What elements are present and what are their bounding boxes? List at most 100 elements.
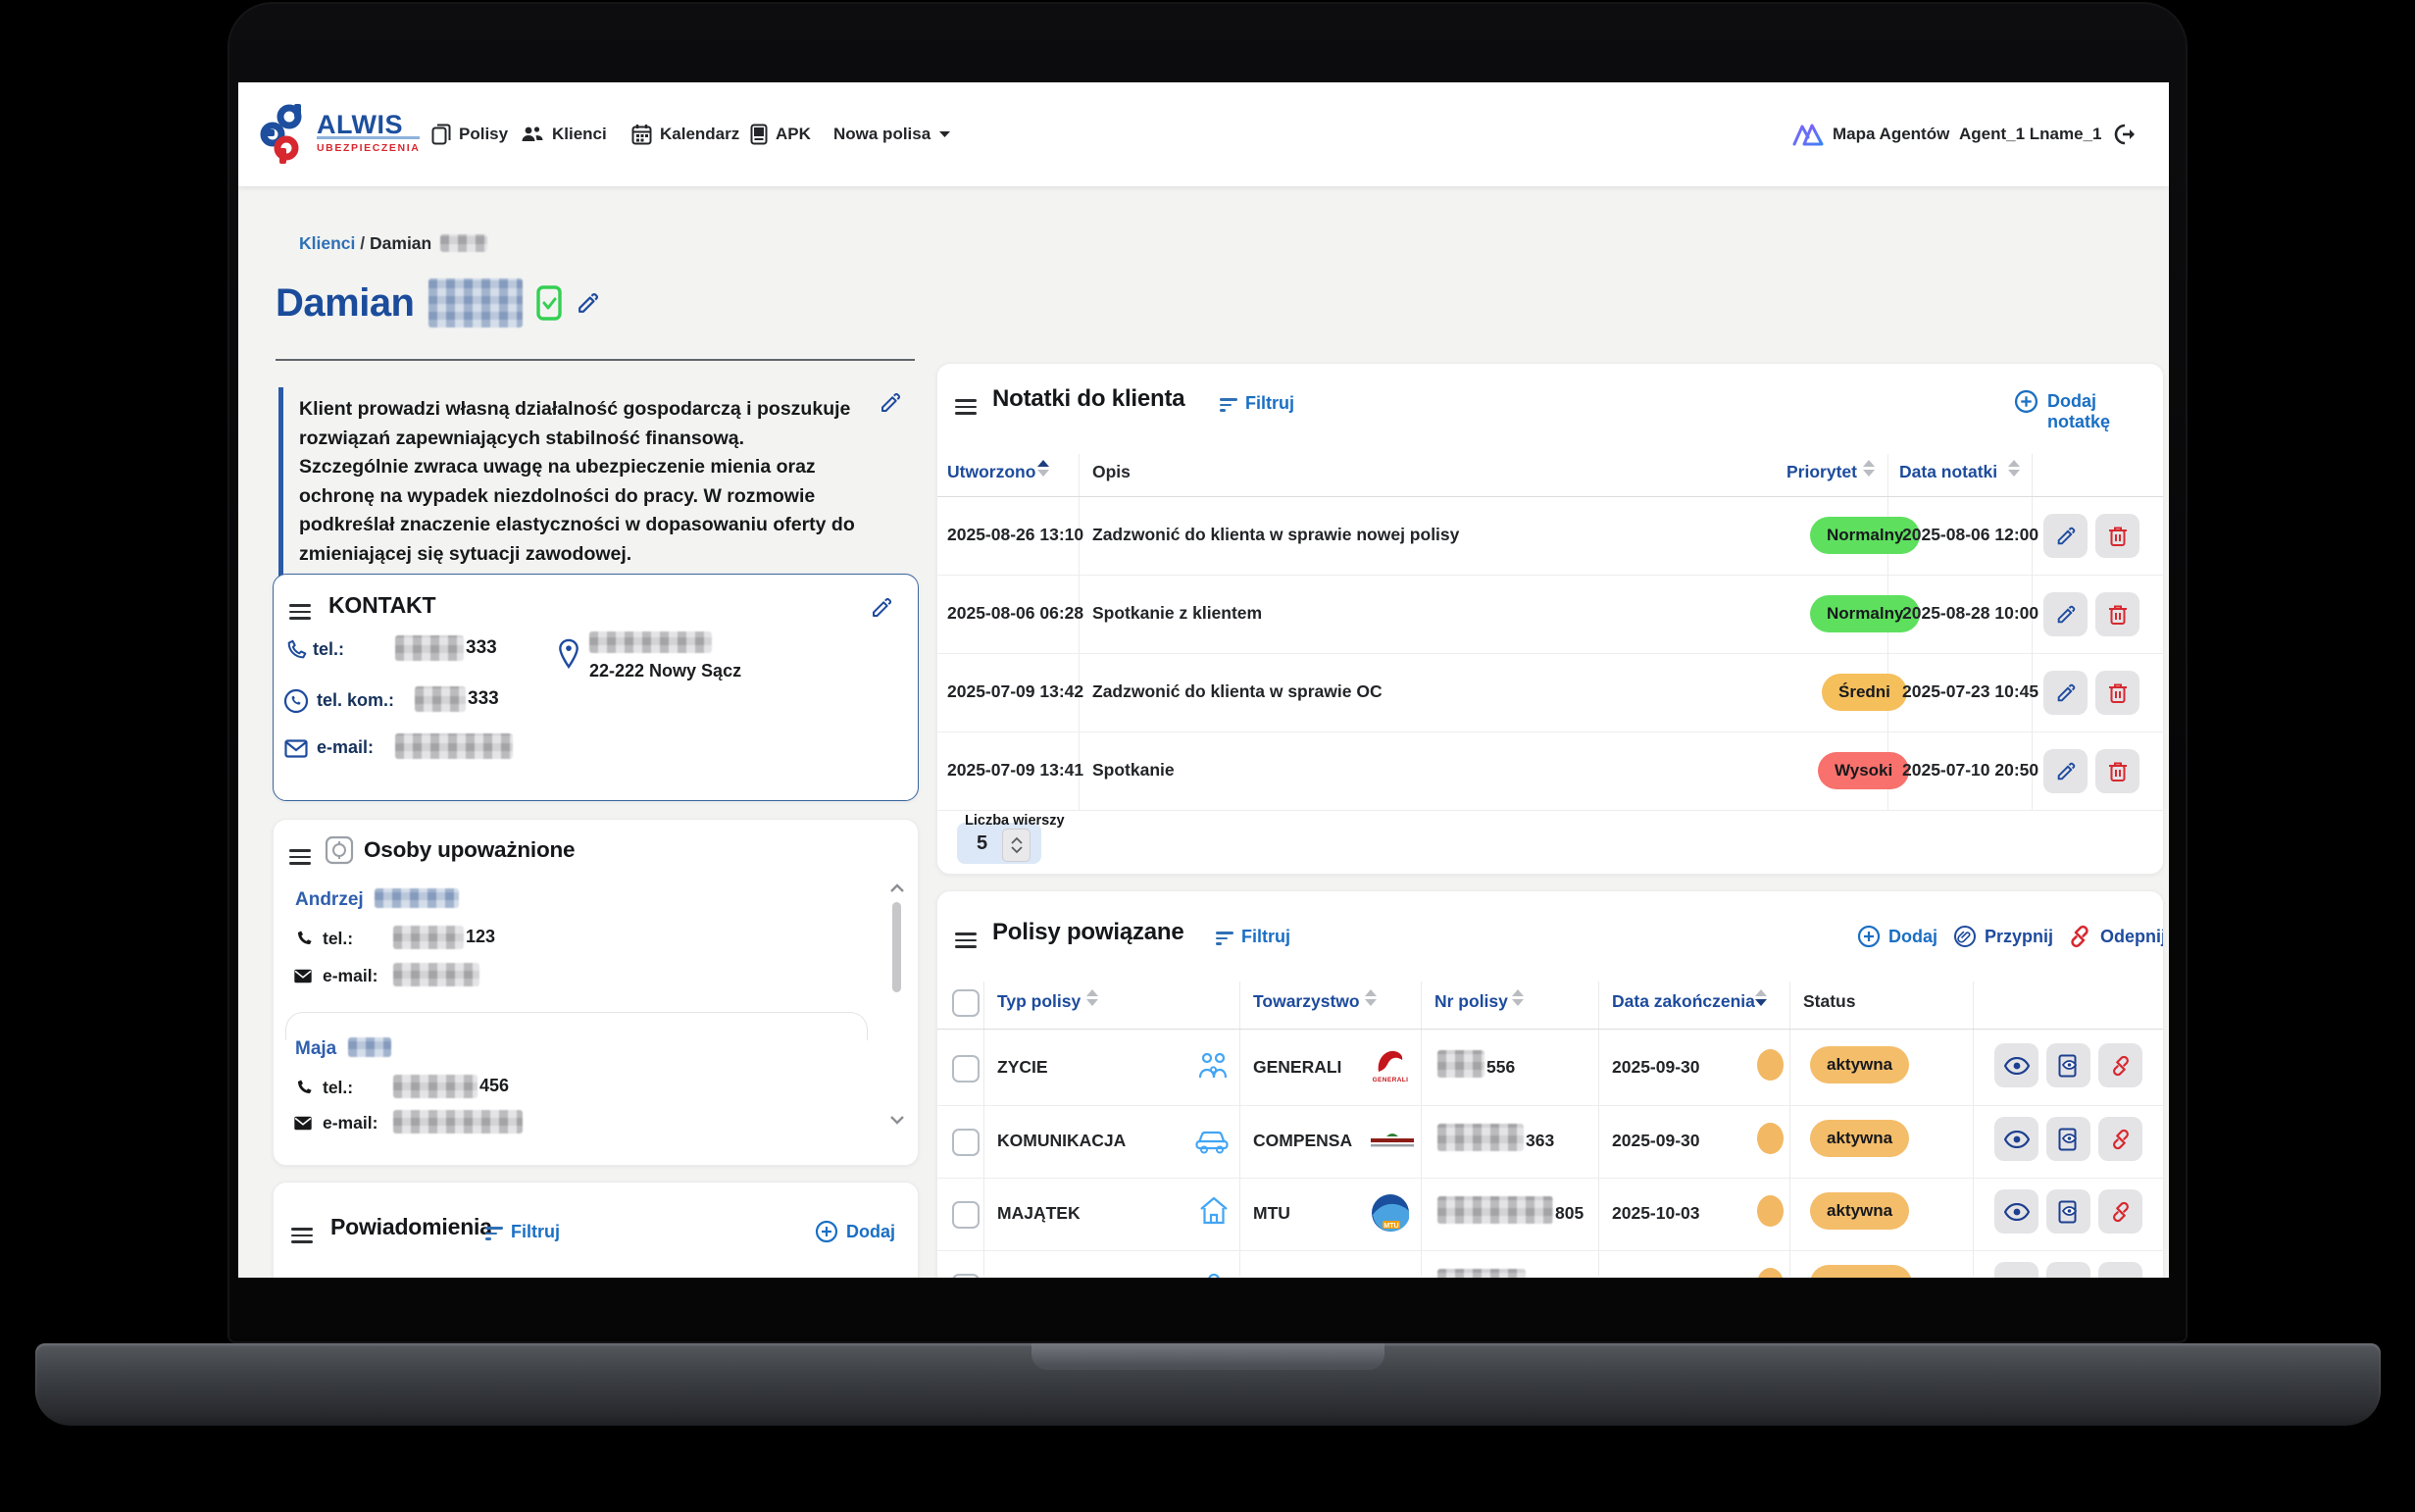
polisy-pin-button[interactable]: Przypnij (1985, 927, 2054, 946)
delete-note-button[interactable] (2095, 514, 2139, 558)
delete-note-button[interactable] (2095, 671, 2139, 715)
policy-type-icon (1208, 1273, 1220, 1278)
scroll-up-icon[interactable] (889, 882, 905, 894)
note-date: 2025-08-06 12:00 (1902, 525, 2039, 544)
redacted-policy-nr (1437, 1050, 1484, 1078)
nav-nowa-polisa[interactable]: Nowa polisa (833, 82, 951, 186)
redacted-policy-nr (1437, 1124, 1524, 1151)
sort-icon-priorytet[interactable] (1863, 460, 1875, 477)
nav-user[interactable]: Agent_1 Lname_1 (1959, 82, 2102, 186)
view-policy-button[interactable] (1994, 1043, 2038, 1087)
client-notes-card: Notatki do klienta Filtruj Dodaj notatkę… (936, 363, 2164, 875)
edit-description-pencil-icon[interactable] (879, 391, 902, 415)
brand-name: ALWIS (317, 112, 421, 139)
polisy-filter-button[interactable]: Filtruj (1241, 927, 1290, 946)
unpin-policy-button[interactable] (2098, 1117, 2142, 1161)
page-title-row: Damian (276, 273, 600, 333)
status-dot (1757, 1195, 1784, 1227)
row-checkbox[interactable] (952, 1274, 980, 1278)
powiadomienia-filter-button[interactable]: Filtruj (511, 1222, 560, 1241)
rows-per-page-stepper[interactable] (1002, 829, 1031, 862)
nav-kalendarz[interactable]: Kalendarz (631, 82, 739, 186)
polisy-add-button[interactable]: Dodaj (1888, 927, 1938, 946)
nav-mapa-agentow[interactable]: Mapa Agentów (1791, 82, 1949, 186)
phone-verified-icon[interactable] (535, 285, 562, 321)
person-name-link[interactable]: Maja (295, 1037, 391, 1060)
priority-badge: Normalny (1810, 595, 1921, 632)
note-date: 2025-08-28 10:00 (1902, 603, 2039, 623)
policy-nr-suffix: 556 (1486, 1057, 1516, 1077)
col-towarzystwo[interactable]: Towarzystwo (1253, 991, 1360, 1011)
filter-icon (1220, 395, 1237, 415)
navbar: ALWIS UBEZPIECZENIA Polisy Klienci Kalen… (238, 82, 2169, 186)
edit-note-button[interactable] (2043, 671, 2088, 715)
kontakt-drag-handle-icon[interactable] (289, 600, 311, 624)
col-data-zakonczenia[interactable]: Data zakończenia (1612, 991, 1755, 1011)
view-policy-button[interactable] (1994, 1189, 2038, 1234)
policy-document-button[interactable] (2046, 1189, 2090, 1234)
logout-button[interactable] (2114, 82, 2138, 186)
clients-icon (522, 126, 543, 141)
powiadomienia-drag-handle-icon[interactable] (291, 1224, 313, 1247)
delete-note-button[interactable] (2095, 749, 2139, 793)
kontakt-title: KONTAKT (328, 592, 436, 618)
sort-icon-utworzono[interactable] (1037, 460, 1049, 477)
notatki-drag-handle-icon[interactable] (955, 395, 977, 419)
scrollbar-thumb[interactable] (892, 902, 901, 992)
col-data-notatki[interactable]: Data notatki (1899, 462, 1998, 481)
row-checkbox[interactable] (952, 1201, 980, 1229)
col-utworzono[interactable]: Utworzono (947, 462, 1036, 481)
col-priorytet[interactable]: Priorytet (1786, 462, 1857, 481)
col-nr-polisy[interactable]: Nr polisy (1434, 991, 1508, 1011)
notatki-filter-button[interactable]: Filtruj (1245, 393, 1294, 413)
nav-klienci[interactable]: Klienci (521, 82, 607, 186)
rows-per-page-value[interactable]: 5 (977, 832, 988, 854)
eye-icon (2003, 1202, 2030, 1221)
osoby-drag-handle-icon[interactable] (289, 845, 311, 869)
document-eye-icon (2058, 1128, 2077, 1150)
sort-icon-typ[interactable] (1086, 989, 1098, 1006)
nav-polisy[interactable]: Polisy (431, 82, 508, 186)
add-note-button[interactable]: Dodaj notatkę (2047, 391, 2111, 431)
edit-note-button[interactable] (2043, 514, 2088, 558)
person-name-link[interactable]: Andrzej (295, 888, 459, 911)
pin-circle-icon (1954, 926, 1976, 947)
unpin-policy-button[interactable] (2098, 1262, 2142, 1278)
policy-document-button[interactable] (2046, 1262, 2090, 1278)
view-policy-button[interactable] (1994, 1262, 2038, 1278)
polisy-drag-handle-icon[interactable] (955, 929, 977, 952)
sort-icon-towarzystwo[interactable] (1365, 989, 1377, 1006)
redacted-address-line1 (589, 631, 712, 653)
note-created: 2025-07-09 13:42 (947, 681, 1084, 701)
sort-icon-nr[interactable] (1512, 989, 1524, 1006)
col-status: Status (1803, 991, 1856, 1011)
redacted-tel (395, 635, 464, 661)
nav-nowa-polisa-label: Nowa polisa (833, 125, 931, 143)
scroll-down-icon[interactable] (889, 1114, 905, 1126)
col-typ-polisy[interactable]: Typ polisy (997, 991, 1082, 1011)
policy-document-button[interactable] (2046, 1043, 2090, 1087)
unpin-policy-button[interactable] (2098, 1043, 2142, 1087)
sort-icon-data-notatki[interactable] (2008, 460, 2020, 477)
app-screen: ALWIS UBEZPIECZENIA Polisy Klienci Kalen… (238, 82, 2169, 1278)
breadcrumb-klienci[interactable]: Klienci (299, 233, 356, 253)
edit-name-pencil-icon[interactable] (576, 291, 600, 316)
chevron-down-icon (939, 130, 951, 137)
powiadomienia-add-button[interactable]: Dodaj (846, 1222, 896, 1241)
row-checkbox[interactable] (952, 1129, 980, 1156)
view-policy-button[interactable] (1994, 1117, 2038, 1161)
document-eye-icon (2058, 1054, 2077, 1077)
unpin-policy-button[interactable] (2098, 1189, 2142, 1234)
edit-note-button[interactable] (2043, 592, 2088, 636)
breadcrumb-redacted-surname (440, 234, 488, 252)
row-checkbox[interactable] (952, 1055, 980, 1083)
edit-kontakt-pencil-icon[interactable] (870, 596, 893, 620)
nav-apk[interactable]: APK (750, 82, 811, 186)
sort-icon-data-zakonczenia[interactable] (1755, 989, 1767, 1006)
select-all-checkbox[interactable] (952, 989, 980, 1017)
polisy-unpin-button[interactable]: Odepnij (2100, 927, 2164, 946)
delete-note-button[interactable] (2095, 592, 2139, 636)
policy-document-button[interactable] (2046, 1117, 2090, 1161)
brand-logo[interactable]: ALWIS UBEZPIECZENIA (260, 102, 421, 165)
edit-note-button[interactable] (2043, 749, 2088, 793)
